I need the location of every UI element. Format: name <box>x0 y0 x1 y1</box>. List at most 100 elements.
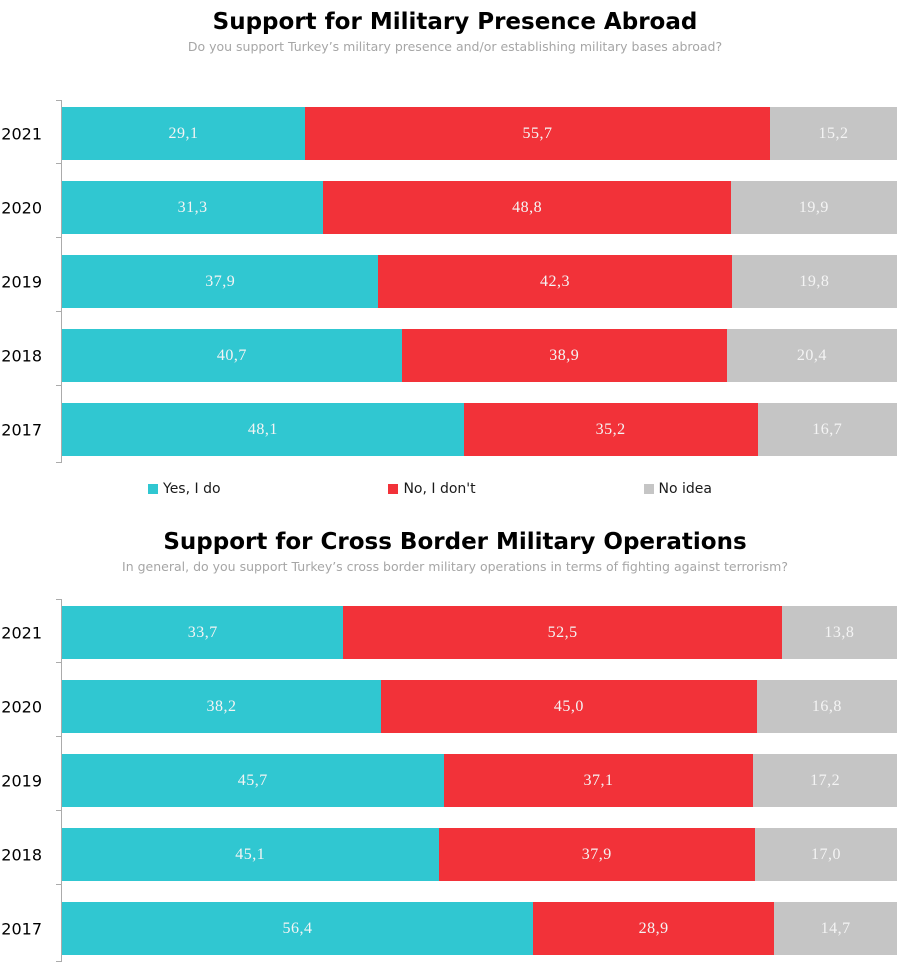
bar-row: 2020 38,2 45,0 16,8 <box>1 680 897 733</box>
legend-item: No, I don't <box>388 481 476 497</box>
bar-segment: 15,2 <box>770 107 897 160</box>
bar-segment: 42,3 <box>378 255 732 308</box>
stacked-bar: 48,1 35,2 16,7 <box>62 403 897 456</box>
bar-value-label: 33,7 <box>187 623 218 641</box>
year-label: 2017 <box>1 420 42 439</box>
bar-segment: 38,9 <box>401 329 727 382</box>
stacked-bar: 29,1 55,7 15,2 <box>62 107 897 160</box>
bar-value-label: 19,9 <box>798 198 829 216</box>
legend-label: Yes, I do <box>163 481 221 497</box>
legend: Yes, I do No, I don't No idea <box>148 479 712 499</box>
year-label: 2020 <box>1 697 42 716</box>
bar-segment: 20,4 <box>726 329 897 382</box>
stacked-bar: 33,7 52,5 13,8 <box>62 606 897 659</box>
y-axis-line <box>56 100 62 463</box>
bar-segment: 52,5 <box>343 606 782 659</box>
bar-segment: 29,1 <box>62 107 305 160</box>
legend-label: No, I don't <box>403 481 476 497</box>
bar-value-label: 17,0 <box>811 845 841 863</box>
bar-value-label: 28,9 <box>638 919 669 937</box>
bar-value-label: 14,7 <box>820 919 851 937</box>
stacked-bar: 45,7 37,1 17,2 <box>62 754 897 807</box>
axis-tick <box>56 884 61 885</box>
bar-value-label: 55,7 <box>522 124 553 142</box>
bar-segment: 40,7 <box>62 329 402 382</box>
stacked-bar: 45,1 37,9 17,0 <box>62 828 897 881</box>
bar-value-label: 31,3 <box>177 198 208 216</box>
axis-tick <box>56 810 61 811</box>
bar-row: 2019 45,7 37,1 17,2 <box>1 754 897 807</box>
bar-row: 2021 29,1 55,7 15,2 <box>1 107 897 160</box>
bar-value-label: 29,1 <box>168 124 199 142</box>
axis-tick <box>56 961 61 962</box>
axis-tick <box>56 237 61 238</box>
bar-value-label: 56,4 <box>282 919 313 937</box>
legend-swatch-icon <box>388 484 399 494</box>
bar-segment: 13,8 <box>781 606 897 659</box>
bar-value-label: 37,1 <box>583 771 614 789</box>
bar-row: 2017 56,4 28,9 14,7 <box>1 902 897 955</box>
chart-military-presence-abroad: Support for Military Presence Abroad Do … <box>1 9 897 499</box>
bar-row: 2017 48,1 35,2 16,7 <box>1 403 897 456</box>
year-label: 2019 <box>1 272 42 291</box>
bar-row: 2021 33,7 52,5 13,8 <box>1 606 897 659</box>
year-label: 2017 <box>1 919 42 938</box>
chart-cross-border-operations: Support for Cross Border Military Operat… <box>0 499 910 962</box>
bar-value-label: 15,2 <box>818 124 849 142</box>
stacked-bar: 56,4 28,9 14,7 <box>62 902 897 955</box>
bar-segment: 17,2 <box>753 754 897 807</box>
bar-value-label: 52,5 <box>547 623 578 641</box>
chart-title: Support for Military Presence Abroad <box>212 9 698 35</box>
bar-segment: 48,1 <box>62 403 464 456</box>
chart-subtitle: Do you support Turkey’s military presenc… <box>187 39 723 54</box>
bar-value-label: 16,7 <box>812 420 843 438</box>
bar-segment: 56,4 <box>62 902 533 955</box>
bar-value-label: 45,0 <box>553 697 584 715</box>
bar-segment: 45,1 <box>62 828 439 881</box>
chart-title: Support for Cross Border Military Operat… <box>163 529 747 555</box>
bar-value-label: 48,1 <box>247 420 278 438</box>
legend-item: Yes, I do <box>148 481 221 497</box>
bar-value-label: 40,7 <box>216 346 247 364</box>
bar-value-label: 48,8 <box>512 198 543 216</box>
bar-segment: 28,9 <box>532 902 775 955</box>
bar-segment: 19,9 <box>730 181 897 234</box>
bar-row: 2019 37,9 42,3 19,8 <box>1 255 897 308</box>
bar-value-label: 19,8 <box>799 272 830 290</box>
bar-value-label: 20,4 <box>796 346 827 364</box>
axis-tick <box>56 662 61 663</box>
stacked-bar: 37,9 42,3 19,8 <box>62 255 897 308</box>
bar-value-label: 42,3 <box>540 272 571 290</box>
bar-segment: 55,7 <box>304 107 771 160</box>
bar-segment: 37,9 <box>438 828 756 881</box>
plot-area: 2021 33,7 52,5 13,8 2020 38,2 45,0 16,8 … <box>1 599 897 962</box>
bar-segment: 16,8 <box>756 680 897 733</box>
stacked-bar: 40,7 38,9 20,4 <box>62 329 897 382</box>
plot-area: 2021 29,1 55,7 15,2 2020 31,3 48,8 19,9 … <box>1 100 897 463</box>
stacked-bar: 38,2 45,0 16,8 <box>62 680 897 733</box>
y-axis-line <box>56 599 62 962</box>
bar-value-label: 45,7 <box>237 771 268 789</box>
bar-value-label: 38,9 <box>549 346 580 364</box>
bar-value-label: 38,2 <box>206 697 237 715</box>
legend-label: No idea <box>658 481 712 497</box>
chart-subtitle: In general, do you support Turkey’s cros… <box>122 559 788 574</box>
bar-segment: 14,7 <box>774 902 897 955</box>
bar-row: 2020 31,3 48,8 19,9 <box>1 181 897 234</box>
bar-segment: 35,2 <box>463 403 758 456</box>
bar-segment: 45,7 <box>62 754 444 807</box>
bar-segment: 48,8 <box>323 181 731 234</box>
bar-segment: 37,1 <box>443 754 754 807</box>
bar-segment: 38,2 <box>62 680 381 733</box>
stacked-bar: 31,3 48,8 19,9 <box>62 181 897 234</box>
axis-tick <box>56 311 61 312</box>
axis-tick <box>56 100 61 101</box>
year-label: 2020 <box>1 198 42 217</box>
year-label: 2018 <box>1 346 42 365</box>
bar-row: 2018 40,7 38,9 20,4 <box>1 329 897 382</box>
bar-value-label: 16,8 <box>811 697 842 715</box>
bar-segment: 17,0 <box>755 828 897 881</box>
axis-tick <box>56 385 61 386</box>
bar-value-label: 45,1 <box>235 845 266 863</box>
bar-value-label: 37,9 <box>581 845 612 863</box>
